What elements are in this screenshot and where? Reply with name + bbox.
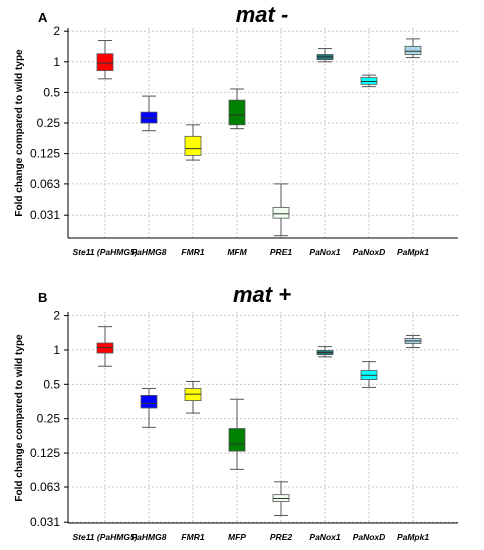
x-category-label: FMR1 <box>181 532 204 542</box>
x-category-label: PaHMG8 <box>132 247 167 257</box>
box-plot <box>184 124 202 161</box>
box-plot <box>96 326 114 367</box>
y-tick-label: 0.5 <box>43 85 60 99</box>
panel-b-gridlines <box>68 312 458 523</box>
box-plot <box>360 74 378 88</box>
y-tick-label: 0.063 <box>30 177 60 191</box>
x-category-label: PRE2 <box>270 532 292 542</box>
x-category-label: PaHMG8 <box>132 532 167 542</box>
x-category-label: MFM <box>227 247 247 257</box>
x-category-label: PRE1 <box>270 247 292 257</box>
iqr-box <box>360 77 378 85</box>
box-plot <box>96 39 114 80</box>
box-plot <box>316 48 334 63</box>
box-plot <box>140 387 158 428</box>
y-tick-label: 0.125 <box>30 446 60 460</box>
panel-a-gridlines <box>68 28 458 238</box>
panel-b-title: mat + <box>233 282 291 307</box>
x-category-label: PaNoxD <box>353 532 386 542</box>
iqr-box <box>404 45 422 55</box>
y-tick-label: 2 <box>53 24 60 38</box>
iqr-box <box>140 394 158 409</box>
panel-b-letter: B <box>38 290 47 305</box>
panel-a-category-labels: Ste11 (PaHMG5)PaHMG8 FMR1 MFM PRE1 PaNox1 PaN… <box>72 247 429 257</box>
x-category-label: MFP <box>228 532 246 542</box>
iqr-box <box>228 99 246 126</box>
x-category-label: Ste11 (PaHMG5) <box>72 532 137 542</box>
iqr-box <box>96 53 114 71</box>
iqr-box <box>272 206 290 219</box>
box-plot <box>404 38 422 59</box>
box-plot <box>360 361 378 388</box>
box-plot <box>140 95 158 132</box>
y-tick-label: 0.25 <box>37 116 61 130</box>
y-tick-label: 1 <box>53 55 60 69</box>
x-category-label: Ste11 (PaHMG5) <box>72 247 137 257</box>
y-tick-label: 0.25 <box>37 412 61 426</box>
box-plot <box>404 334 422 349</box>
x-category-label: FMR1 <box>181 247 204 257</box>
x-category-label: PaNox1 <box>309 247 340 257</box>
panel-a-y-axis-title: Fold change compared to wild type <box>14 49 25 217</box>
x-category-label: PaNoxD <box>353 247 386 257</box>
x-category-label: PaNox1 <box>309 532 340 542</box>
y-tick-label: 1 <box>53 343 60 357</box>
box-plot <box>228 398 246 470</box>
box-plot <box>316 346 334 358</box>
y-tick-label: 2 <box>53 309 60 323</box>
x-category-label: PaMpk1 <box>397 247 429 257</box>
y-tick-label: 0.5 <box>43 377 60 391</box>
box-plot <box>272 183 290 237</box>
panel-a-boxes <box>96 38 422 237</box>
box-plot <box>184 380 202 414</box>
y-tick-label: 0.031 <box>30 208 60 222</box>
panel-b-y-axis-title: Fold change compared to wild type <box>14 334 25 502</box>
panel-b: B mat + 2 1 0.5 0.25 0.125 0.063 0.031 Ste11 (… <box>14 282 458 542</box>
panel-b-y-ticks: 2 1 0.5 0.25 0.125 0.063 0.031 <box>30 309 68 529</box>
y-tick-label: 0.125 <box>30 147 60 161</box>
iqr-box <box>184 135 202 156</box>
y-tick-label: 0.063 <box>30 480 60 494</box>
box-plot <box>228 88 246 130</box>
panel-a-letter: A <box>38 10 48 25</box>
panel-b-category-labels: Ste11 (PaHMG5)PaHMG8 FMR1 MFP PRE2 PaNox1 PaN… <box>72 532 429 542</box>
box-plot <box>272 481 290 516</box>
panel-a: A mat - 2 1 0.5 0.25 0.125 0.063 0.031 Ste11 (… <box>14 2 458 257</box>
iqr-box <box>228 428 246 452</box>
panel-b-boxes <box>96 326 422 516</box>
x-category-label: PaMpk1 <box>397 532 429 542</box>
panel-a-y-ticks: 2 1 0.5 0.25 0.125 0.063 0.031 <box>30 24 68 222</box>
panel-a-title: mat - <box>236 2 289 27</box>
y-tick-label: 0.031 <box>30 515 60 529</box>
